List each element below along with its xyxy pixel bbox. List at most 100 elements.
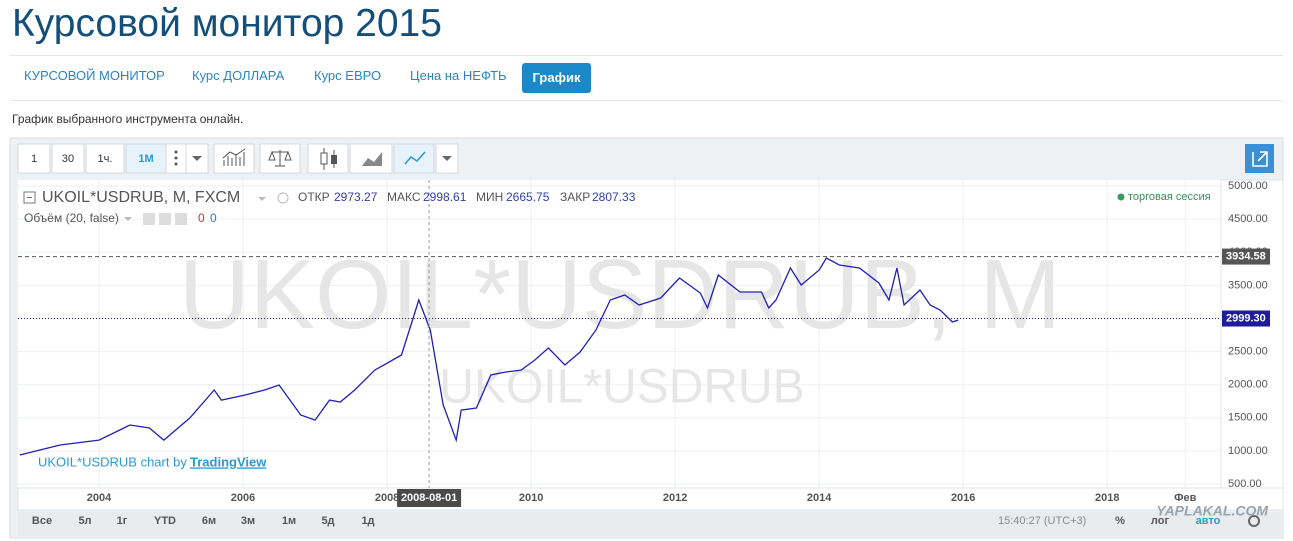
volume-legend: Объём (20, false) — [24, 211, 119, 225]
bottom-controls: Все 5л 1г YTD 6м 3м 1м 5д 1д 15:40:27 (UTC+3)% лог… — [32, 515, 1260, 527]
x-tick-label: 2018 — [1095, 492, 1119, 504]
watermark: UKOIL*USDRUB, M — [179, 239, 1061, 349]
x-tick-label: Фев — [1174, 492, 1197, 504]
interval-button[interactable]: 1 — [31, 153, 37, 165]
candles-button[interactable] — [307, 143, 349, 174]
x-tick-label: 2010 — [519, 492, 543, 504]
volume-value: 0 — [210, 211, 217, 225]
interval-button[interactable]: 30 — [62, 153, 74, 165]
range-button[interactable]: 1м — [282, 515, 296, 527]
price-label: 3934.58 — [1226, 250, 1266, 262]
scale-option[interactable]: лог — [1151, 515, 1170, 527]
indicators-button[interactable] — [213, 143, 255, 174]
range-button[interactable]: 1г — [117, 515, 128, 527]
ohlc-value: 2665.75 — [506, 190, 550, 204]
x-tick-label: 2012 — [663, 492, 687, 504]
compare-icon — [268, 150, 292, 167]
x-tick-label: 2004 — [87, 492, 112, 504]
scale-option[interactable]: % — [1115, 515, 1125, 527]
attribution-link[interactable]: TradingView — [190, 454, 267, 469]
x-tick-label: 2014 — [807, 492, 832, 504]
attribution: UKOIL*USDRUB chart by — [38, 454, 187, 469]
session-dot — [1117, 193, 1125, 201]
y-tick-label: 1000.00 — [1228, 445, 1268, 457]
candles-icon — [331, 155, 337, 164]
time-axis — [17, 487, 1284, 511]
interval-button[interactable]: 1М — [138, 153, 153, 165]
ohlc-value: 2998.61 — [423, 190, 467, 204]
caret-icon — [192, 156, 202, 161]
legend-icon[interactable] — [175, 213, 187, 225]
range-button[interactable]: 6м — [202, 515, 216, 527]
interval-button[interactable]: 1ч. — [98, 153, 113, 165]
y-tick-label: 2500.00 — [1228, 345, 1268, 357]
toolbar-button[interactable] — [51, 143, 85, 174]
indicators-icon — [222, 148, 246, 166]
site-watermark: YAPLAKAL.COM — [1156, 503, 1268, 519]
scale-option[interactable]: авто — [1196, 515, 1221, 527]
range-button[interactable]: YTD — [154, 515, 176, 527]
range-button[interactable]: Все — [32, 515, 52, 527]
bottom-bar — [18, 512, 1283, 536]
description: График выбранного инструмента онлайн. — [12, 112, 244, 126]
y-tick-label: 500.00 — [1228, 478, 1262, 490]
legend-icon[interactable] — [143, 213, 155, 225]
watermark: UKOIL*USDRUB — [439, 361, 804, 414]
x-tick-label: 2006 — [231, 492, 255, 504]
ohlc-value: 2973.27 — [334, 190, 378, 204]
y-tick-label: 3500.00 — [1228, 279, 1268, 291]
y-tick-label: 5000.00 — [1228, 180, 1268, 192]
toolbar-button[interactable] — [17, 143, 51, 174]
caret-icon — [124, 217, 132, 221]
line-icon — [404, 151, 426, 165]
price-axis — [1220, 179, 1284, 489]
ohlc-legend: ОТКР 2973.27 МАКС 2998.61 МИН 2665.75 ЗАКР 2807… — [298, 190, 636, 204]
caret-icon — [258, 197, 266, 201]
session-label: торговая сессия — [1128, 191, 1211, 203]
candles-icon — [320, 152, 328, 165]
y-tick-label: 4500.00 — [1228, 213, 1268, 225]
price-label-box — [1222, 310, 1270, 327]
plot — [18, 180, 1221, 488]
caret-icon — [442, 156, 452, 161]
toolbar-button-active[interactable] — [125, 143, 167, 174]
kebab-icon — [174, 150, 178, 166]
divider — [10, 55, 1283, 56]
divider — [10, 100, 1283, 101]
nav-link[interactable]: Цена на НЕФТЬ — [410, 68, 507, 83]
legend-icon[interactable] — [159, 213, 171, 225]
nav-link[interactable]: КУРСОВОЙ МОНИТОР — [24, 68, 165, 83]
range-button[interactable]: 5л — [78, 515, 91, 527]
range-button[interactable]: 1д — [361, 515, 374, 527]
x-tick-label: 2008 — [375, 492, 399, 504]
ohlc-label: МИН — [476, 190, 503, 204]
price-label-box — [1222, 248, 1270, 265]
nav-link[interactable]: Курс ДОЛЛАРА — [192, 68, 285, 83]
nav-link-active[interactable]: График — [522, 63, 591, 93]
range-button[interactable]: 3м — [241, 515, 255, 527]
ohlc-label: МАКС — [387, 190, 421, 204]
eye-icon[interactable] — [277, 192, 289, 204]
toolbar-button[interactable] — [85, 143, 125, 174]
x-tick-label: 2016 — [951, 492, 975, 504]
volume-value: 0 — [198, 211, 205, 225]
page-title: Курсовой монитор 2015 — [12, 2, 442, 45]
ohlc-label: ЗАКР — [560, 190, 590, 204]
crosshair-label-box — [397, 489, 462, 507]
range-button[interactable]: 5д — [321, 515, 334, 527]
line-button-active[interactable] — [393, 143, 435, 174]
ohlc-label: ОТКР — [298, 190, 330, 204]
series-title: UKOIL*USDRUB, M, FXCM — [42, 189, 240, 206]
area-button[interactable] — [349, 143, 393, 174]
settings-icon[interactable] — [1248, 515, 1260, 527]
y-tick-label: 2000.00 — [1228, 379, 1268, 391]
nav-link[interactable]: Курс ЕВРО — [314, 68, 382, 83]
plot-area — [18, 180, 1221, 488]
ohlc-value: 2807.33 — [592, 190, 636, 204]
y-tick-label: 1500.00 — [1228, 412, 1268, 424]
popout-icon — [1252, 151, 1268, 167]
area-icon — [362, 152, 382, 166]
